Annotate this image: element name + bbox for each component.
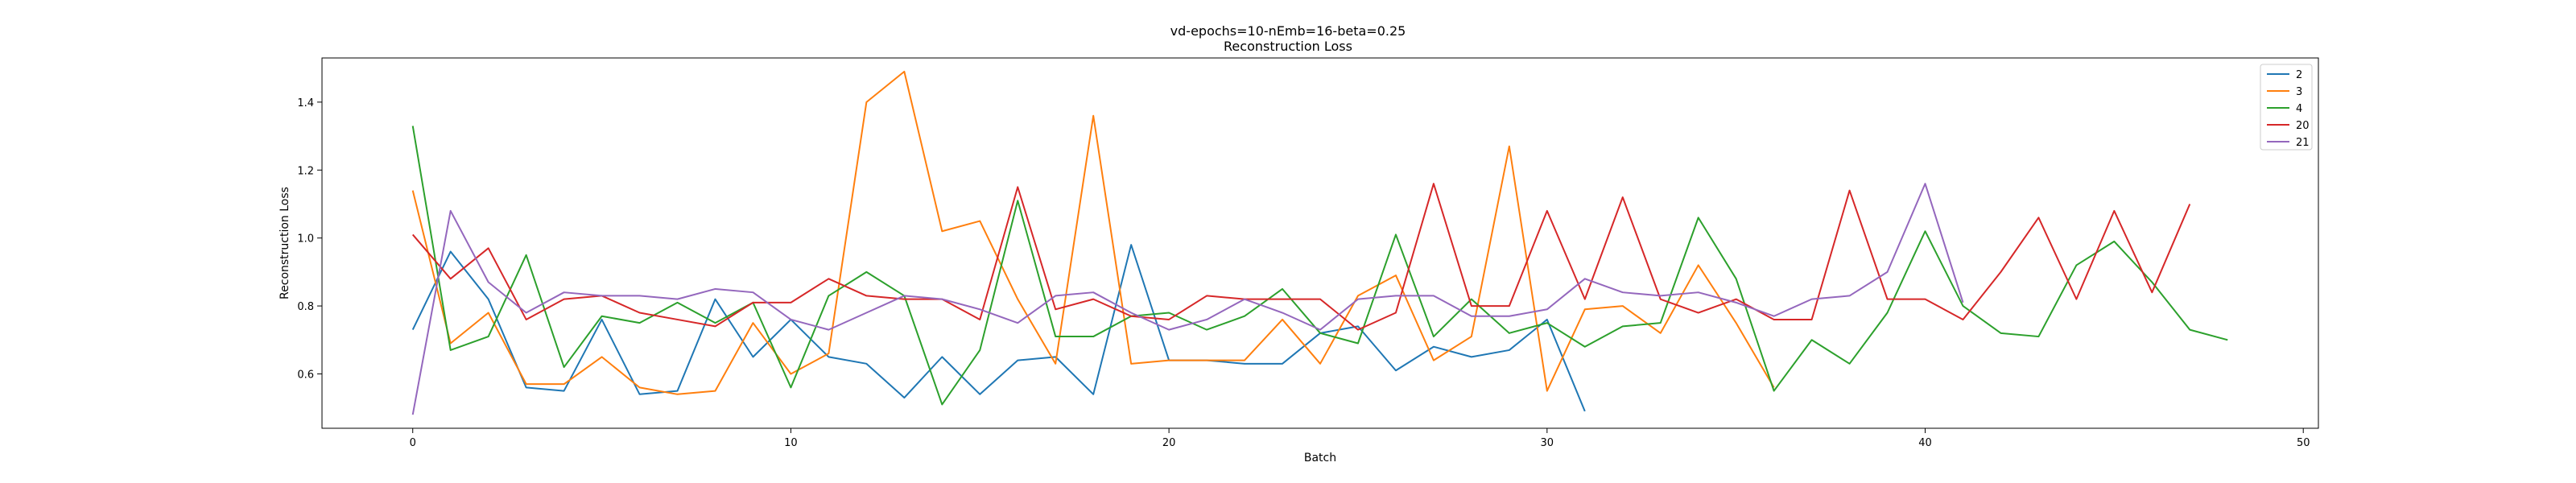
x-tick-label: 50 (2297, 437, 2310, 449)
legend-label-21: 21 (2296, 137, 2310, 149)
y-tick-label: 1.4 (297, 97, 314, 109)
plot-frame (321, 57, 2319, 429)
legend-label-20: 20 (2296, 120, 2310, 132)
x-tick-label: 0 (410, 437, 416, 449)
y-tick-label: 1.0 (297, 233, 314, 246)
series-line-4 (411, 126, 2228, 406)
series-layer (411, 70, 2228, 415)
x-tick-label: 30 (1541, 437, 1554, 449)
x-axis-label: Batch (1304, 452, 1336, 464)
y-tick-label: 1.2 (297, 165, 314, 177)
chart-title: vd-epochs=10-nEmb=16-beta=0.25 (1170, 23, 1406, 39)
legend: 2 3 4 20 21 (2260, 64, 2313, 151)
x-tick-label: 10 (784, 437, 798, 449)
series-line-3 (411, 70, 1775, 395)
plot-area (321, 57, 2319, 429)
legend-label-3: 3 (2296, 86, 2302, 98)
chart-subtitle: Reconstruction Loss (1224, 39, 1352, 54)
x-tick-label: 20 (1162, 437, 1176, 449)
y-axis-label: Reconstruction Loss (279, 187, 291, 299)
series-line-20 (411, 183, 2191, 331)
legend-label-4: 4 (2296, 103, 2302, 115)
y-axis-ticks: 0.6 0.8 1.0 1.2 1.4 (297, 97, 322, 381)
legend-label-2: 2 (2296, 69, 2302, 81)
x-tick-label: 40 (1918, 437, 1932, 449)
x-axis-ticks: 0 10 20 30 40 50 (410, 428, 2310, 449)
series-line-21 (411, 183, 1964, 415)
y-tick-label: 0.8 (297, 301, 314, 313)
series-line-2 (411, 244, 1586, 412)
y-tick-label: 0.6 (297, 369, 314, 381)
